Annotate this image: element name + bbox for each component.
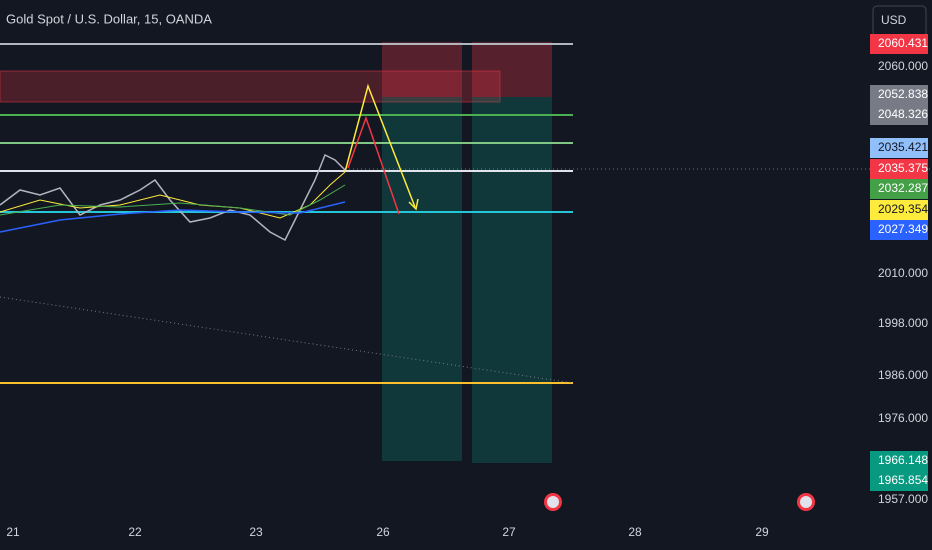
price-label: 1998.000 <box>878 316 928 330</box>
price-tag <box>870 138 928 158</box>
trend-line <box>0 296 574 384</box>
stop-zone <box>382 42 462 97</box>
symbol-title: Gold Spot / U.S. Dollar, 15, OANDA <box>6 11 212 26</box>
price-tag-label: 2029.354 <box>878 202 928 216</box>
date-label: 28 <box>628 525 642 539</box>
price-tag <box>870 200 928 220</box>
date-label: 27 <box>502 525 516 539</box>
date-label: 29 <box>755 525 769 539</box>
price-tag-label: 2032.287 <box>878 181 928 195</box>
price-tag-label: 2048.326 <box>878 107 928 121</box>
price-tag-label: 2027.349 <box>878 222 928 236</box>
price-label: 2060.000 <box>878 59 928 73</box>
price-tag-label: 2035.375 <box>878 161 928 175</box>
date-label: 23 <box>249 525 263 539</box>
price-tag-label: 2035.421 <box>878 140 928 154</box>
price-candles <box>0 153 346 242</box>
price-tag <box>870 159 928 179</box>
price-tag <box>870 220 928 240</box>
price-tag-label: 1966.148 <box>878 453 928 467</box>
price-tag <box>870 471 928 491</box>
price-tag <box>870 179 928 199</box>
target-zone <box>472 97 552 463</box>
projection-arrow <box>344 83 416 208</box>
event-icon-inner <box>800 496 812 508</box>
date-label: 26 <box>376 525 390 539</box>
price-label: 2010.000 <box>878 266 928 280</box>
price-tag <box>870 105 928 125</box>
price-tag-label: 2052.838 <box>878 87 928 101</box>
axes: 2060.000 2010.000 1998.000 1986.000 1976.000… <box>6 34 928 539</box>
price-label: 1957.000 <box>878 492 928 506</box>
price-tag <box>870 34 928 54</box>
projection-arrow <box>347 115 400 215</box>
arrow-head <box>408 198 419 211</box>
price-tag <box>870 451 928 471</box>
stop-zone <box>472 42 552 97</box>
price-tag-label: 2060.431 <box>878 36 928 50</box>
price-tag-label: 1965.854 <box>878 473 928 487</box>
price-tag <box>870 85 928 105</box>
price-label: 1976.000 <box>878 411 928 425</box>
price-label: 1986.000 <box>878 368 928 382</box>
moving-average <box>0 201 346 233</box>
date-label: 21 <box>6 525 20 539</box>
event-icon-inner <box>547 496 559 508</box>
moving-average <box>0 184 346 216</box>
supply-zone <box>0 70 501 103</box>
date-label: 22 <box>128 525 142 539</box>
currency-label: USD <box>881 13 907 27</box>
